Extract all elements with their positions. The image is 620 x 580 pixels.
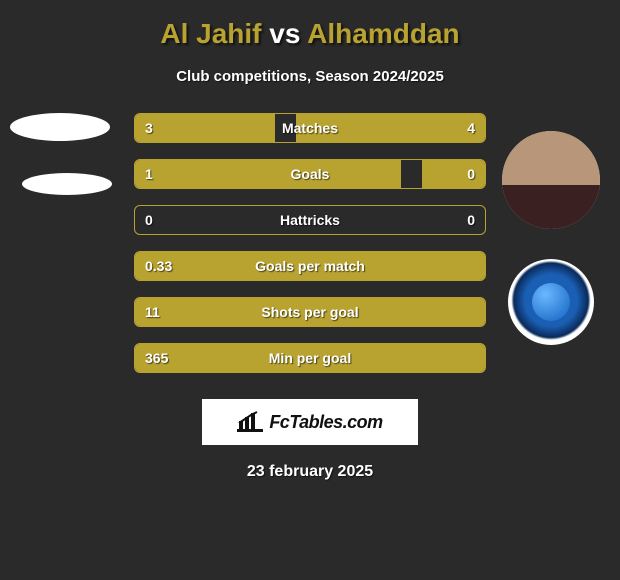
player2-photo [502,131,600,229]
stat-label: Shots per goal [135,298,485,326]
stat-value-right: 0 [467,206,475,234]
player2-face-placeholder [502,131,600,229]
stat-label: Hattricks [135,206,485,234]
stat-row-matches: 3 Matches 4 [134,113,486,143]
comparison-infographic: Al Jahif vs Alhamddan Club competitions,… [0,0,620,580]
player2-avatar-group [502,131,600,345]
footer-date: 23 february 2025 [0,463,620,481]
stat-label: Matches [135,114,485,142]
player1-avatar-placeholder-2 [22,173,112,195]
stat-row-shots-per-goal: 11 Shots per goal [134,297,486,327]
stat-row-goals: 1 Goals 0 [134,159,486,189]
brand-text: FcTables.com [269,412,382,433]
subtitle: Club competitions, Season 2024/2025 [0,68,620,85]
title-player2: Alhamddan [307,18,459,49]
club-badge-ball-icon [532,283,570,321]
stat-label: Goals [135,160,485,188]
stat-value-right: 4 [467,114,475,142]
player1-avatar-group [10,113,112,195]
title-player1: Al Jahif [160,18,261,49]
comparison-bars: 3 Matches 4 1 Goals 0 0 Hattricks 0 [134,113,486,373]
player1-avatar-placeholder-1 [10,113,110,141]
brand-badge: FcTables.com [202,399,418,445]
stats-area: 3 Matches 4 1 Goals 0 0 Hattricks 0 [0,113,620,373]
chart-icon [237,411,263,433]
stat-row-goals-per-match: 0.33 Goals per match [134,251,486,281]
title-vs: vs [269,18,300,49]
stat-label: Goals per match [135,252,485,280]
player2-club-badge [508,259,594,345]
page-title: Al Jahif vs Alhamddan [0,18,620,50]
stat-row-hattricks: 0 Hattricks 0 [134,205,486,235]
stat-label: Min per goal [135,344,485,372]
stat-row-min-per-goal: 365 Min per goal [134,343,486,373]
stat-value-right: 0 [467,160,475,188]
